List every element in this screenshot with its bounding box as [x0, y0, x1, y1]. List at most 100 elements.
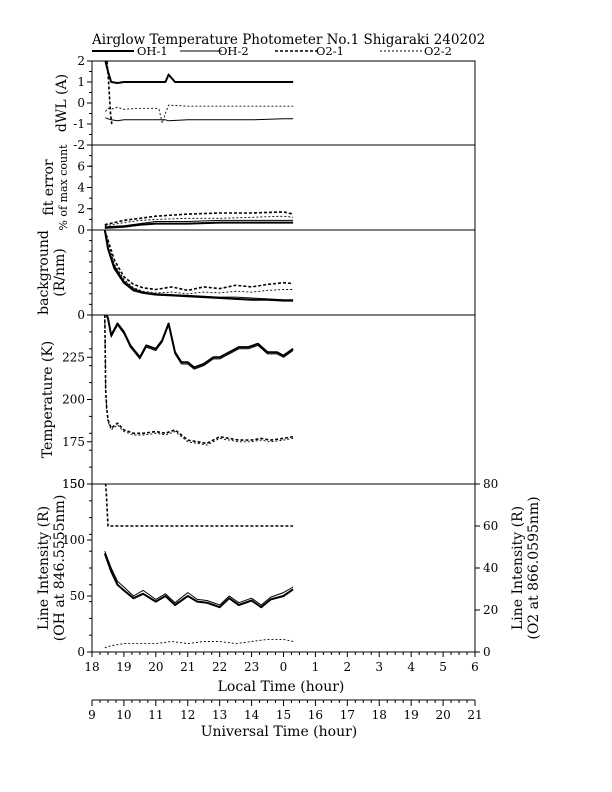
series-group [104, 61, 294, 125]
legend-label-o2-2: O2-2 [424, 44, 452, 58]
y-axis-label: background [36, 230, 52, 315]
x-axis-local-label: Local Time (hour) [218, 679, 345, 695]
y-right-tick-label: 0 [483, 645, 491, 659]
x-axis-local: 18 19 20 21 22 23 0 1 2 3 4 5 6 [84, 652, 479, 674]
series-line-oh-1 [103, 553, 294, 609]
x-ut-tick-label: 16 [308, 708, 323, 722]
x-local-tick-label: 19 [116, 660, 131, 674]
panel-temperature: 150 175 200 225 Temperature (K) [40, 314, 476, 491]
plot-frame [91, 60, 476, 146]
panel-fit-error: 0 2 4 6 fit error% of max count [41, 144, 476, 237]
y-tick-label: 200 [62, 393, 85, 407]
y-tick-label: 0 [77, 645, 85, 659]
series-group [103, 484, 294, 649]
y-tick-label: 150 [62, 477, 85, 491]
y-tick-label: 150 [62, 477, 85, 491]
plot-frame [91, 229, 476, 316]
y-axis-label-2: % of max count [57, 144, 70, 231]
series-line-oh-1 [104, 221, 294, 229]
x-axis-universal-label: Universal Time (hour) [201, 724, 358, 740]
series-line-oh-1 [103, 230, 294, 302]
series-line-o2-1 [106, 61, 113, 125]
y-tick-label: 100 [62, 533, 85, 547]
x-local-tick-label: 18 [84, 660, 99, 674]
series-line-o2-1 [104, 230, 294, 292]
y-tick-label: 0 [77, 96, 85, 110]
chart-title: Airglow Temperature Photometer No.1 Shig… [91, 32, 485, 48]
y-tick-label: 2 [77, 202, 85, 216]
legend-label-oh-1: OH-1 [137, 44, 168, 58]
x-local-tick-label: 4 [407, 660, 415, 674]
y-right-tick-label: 60 [483, 519, 498, 533]
series-line-oh-2 [104, 219, 294, 228]
series-line-oh-2 [104, 230, 294, 301]
x-local-tick-label: 20 [148, 660, 163, 674]
series-line-o2-1 [104, 315, 294, 445]
series-line-oh-1 [104, 61, 294, 84]
series-line-oh-2 [105, 117, 294, 122]
x-ut-tick-label: 12 [180, 708, 195, 722]
y-tick-label: 6 [77, 159, 85, 173]
x-ut-tick-label: 19 [404, 708, 419, 722]
series-line-o2-2 [105, 104, 294, 124]
legend-label-o2-1: O2-1 [316, 44, 344, 58]
series-line-o2-2 [104, 230, 294, 295]
panel-background: 0 background (R/nm) [36, 229, 476, 322]
y-right-tick-label: 20 [483, 603, 498, 617]
x-local-tick-label: 23 [244, 660, 259, 674]
series-line-oh-1 [104, 315, 294, 369]
y-tick-label: 175 [62, 435, 85, 449]
x-ut-tick-label: 11 [148, 708, 163, 722]
panel-dwl: -2 -1 0 1 2 dWL (A) [54, 54, 476, 152]
y-axis-label: dWL (A) [54, 74, 70, 132]
series-line-oh-2 [104, 551, 294, 606]
x-ut-tick-label: 13 [212, 708, 227, 722]
y-axis-label: Temperature (K) [40, 341, 56, 459]
x-ut-tick-label: 21 [467, 708, 482, 722]
series-line-o2-2 [104, 215, 294, 227]
y-tick-label: 4 [77, 181, 85, 195]
y-axis-label-2: (OH at 846.5555nm) [52, 495, 68, 642]
series-group [104, 315, 294, 446]
y-right-axis-label-2: (O2 at 866.0595nm) [526, 496, 542, 639]
x-axis-universal: 9 10 11 12 13 14 15 16 17 18 19 20 21 [88, 699, 483, 722]
y-axis-label: fit error [41, 159, 57, 216]
x-local-tick-label: 21 [180, 660, 195, 674]
y-axis-label-2: (R/nm) [52, 248, 68, 296]
y-tick-label: 50 [70, 589, 85, 603]
legend: OH-1 OH-2 O2-1 O2-2 [92, 44, 452, 58]
x-local-tick-label: 5 [439, 660, 447, 674]
series-group [104, 211, 294, 229]
x-local-tick-label: 6 [471, 660, 479, 674]
x-local-tick-label: 0 [280, 660, 288, 674]
x-ut-tick-label: 17 [340, 708, 355, 722]
x-local-tick-label: 22 [212, 660, 227, 674]
x-ut-tick-label: 18 [372, 708, 387, 722]
y-axis-label: Line Intensity (R) [36, 506, 52, 630]
plot-frame [91, 483, 476, 653]
x-local-tick-label: 1 [312, 660, 320, 674]
plot-frame [91, 314, 476, 485]
x-local-tick-label: 2 [344, 660, 352, 674]
series-line-o2-2 [104, 315, 294, 446]
series-line-oh-2 [104, 315, 294, 370]
x-ut-tick-label: 14 [244, 708, 260, 722]
y-tick-label: 0 [77, 308, 85, 322]
series-line-o2-1 [104, 484, 294, 527]
y-tick-label: -1 [73, 117, 85, 131]
x-ut-tick-label: 9 [88, 708, 96, 722]
x-ut-tick-label: 20 [435, 708, 450, 722]
y-tick-label: 225 [62, 350, 85, 364]
y-right-axis-label: Line Intensity (R) [510, 506, 526, 630]
series-line-o2-2 [104, 638, 294, 649]
y-tick-label: 2 [77, 54, 85, 68]
y-tick-label: 1 [77, 75, 85, 89]
x-ut-tick-label: 15 [276, 708, 291, 722]
y-tick-label: 0 [77, 223, 85, 237]
x-ut-tick-label: 10 [116, 708, 131, 722]
legend-label-oh-2: OH-2 [218, 44, 249, 58]
y-right-tick-label: 40 [483, 561, 498, 575]
y-tick-label: -2 [73, 138, 85, 152]
